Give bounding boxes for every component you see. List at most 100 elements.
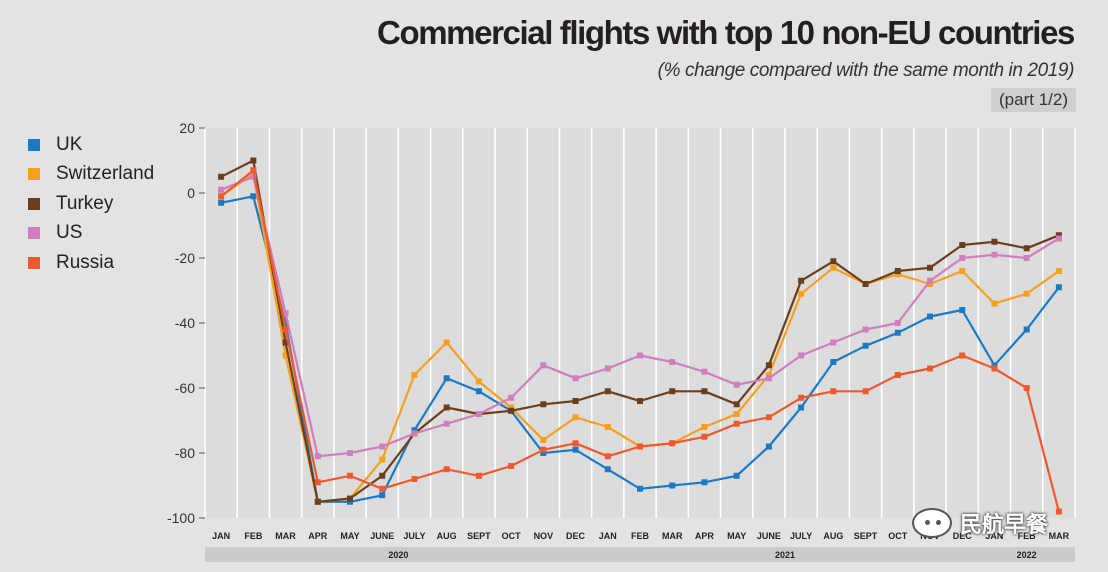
year-label: 2020 — [388, 550, 408, 560]
data-point-uk — [798, 404, 805, 411]
watermark-text: 民航早餐 — [960, 513, 1049, 538]
data-point-switzerland — [991, 300, 998, 307]
data-point-uk — [959, 307, 966, 313]
data-point-russia — [347, 472, 353, 479]
data-point-russia — [701, 433, 708, 440]
x-tick-label: MAR — [662, 531, 683, 541]
data-point-switzerland — [1055, 268, 1062, 274]
legend-swatch — [28, 138, 40, 151]
data-point-uk — [218, 199, 225, 206]
data-point-uk — [540, 450, 547, 456]
data-point-turkey — [347, 495, 353, 502]
data-point-us — [508, 394, 515, 401]
data-point-us — [765, 375, 772, 382]
data-point-russia — [314, 479, 321, 486]
x-tick-label: APR — [695, 531, 715, 541]
data-point-russia — [604, 453, 611, 460]
data-point-switzerland — [701, 424, 708, 430]
chart-title: Commercial flights with top 10 non-EU co… — [377, 14, 1075, 51]
data-point-russia — [540, 446, 547, 453]
legend-swatch — [28, 168, 40, 181]
data-point-switzerland — [959, 268, 966, 274]
data-point-us — [669, 359, 676, 365]
data-point-uk — [927, 313, 933, 320]
data-point-uk — [862, 342, 869, 349]
y-tick-label: -20 — [175, 250, 195, 266]
data-point-uk — [572, 446, 579, 453]
x-tick-label: NOV — [534, 531, 554, 541]
x-tick-label: MAR — [275, 531, 296, 541]
y-tick-label: -100 — [167, 510, 195, 526]
x-tick-label: OCT — [888, 531, 908, 541]
legend-label: Turkey — [56, 192, 114, 214]
data-point-us — [894, 320, 901, 326]
plot-area — [205, 128, 1075, 518]
data-point-switzerland — [927, 281, 933, 287]
data-point-turkey — [282, 339, 289, 346]
data-point-turkey — [830, 258, 837, 265]
data-point-us — [572, 375, 579, 382]
x-tick-label: JUNE — [757, 531, 781, 541]
x-tick-label: FEB — [1018, 531, 1037, 541]
data-point-us — [218, 186, 225, 193]
data-point-uk — [411, 427, 418, 434]
x-tick-label: OCT — [502, 531, 522, 541]
data-point-uk — [830, 359, 837, 365]
data-point-turkey — [765, 362, 772, 369]
x-tick-label: JULY — [790, 531, 812, 541]
data-point-us — [830, 339, 837, 346]
data-point-us — [282, 310, 289, 317]
data-point-us — [798, 352, 805, 359]
data-point-turkey — [508, 407, 515, 414]
data-point-us — [701, 368, 708, 375]
data-point-us — [250, 173, 257, 180]
data-point-switzerland — [572, 414, 579, 421]
data-point-russia — [475, 472, 482, 479]
x-tick-label: MAR — [1049, 531, 1070, 541]
data-point-uk — [282, 320, 289, 326]
data-point-us — [475, 411, 482, 417]
data-point-russia — [894, 372, 901, 378]
legend-label: Switzerland — [56, 163, 155, 185]
data-point-turkey — [314, 498, 321, 505]
data-point-russia — [379, 485, 386, 492]
x-tick-label: AUG — [437, 531, 457, 541]
data-point-switzerland — [379, 456, 386, 463]
data-point-russia — [798, 394, 805, 401]
year-label: 2022 — [1017, 550, 1037, 560]
data-point-russia — [669, 440, 676, 447]
data-point-russia — [862, 388, 869, 395]
data-point-uk — [765, 443, 772, 450]
data-point-us — [959, 255, 966, 261]
data-point-switzerland — [411, 372, 418, 378]
data-point-russia — [830, 388, 837, 395]
data-point-us — [604, 365, 611, 372]
data-point-turkey — [218, 173, 225, 180]
data-point-turkey — [637, 398, 643, 404]
data-point-us — [443, 420, 450, 427]
legend-label: US — [56, 222, 83, 244]
data-point-switzerland — [830, 264, 837, 271]
data-point-switzerland — [798, 290, 805, 297]
legend: UK Switzerland Turkey US Russia — [28, 130, 154, 278]
data-point-russia — [733, 420, 740, 427]
data-point-us — [379, 443, 386, 450]
data-point-russia — [927, 365, 933, 372]
data-point-uk — [733, 472, 740, 479]
data-point-uk — [443, 375, 450, 382]
watermark: 民航早餐 — [912, 507, 1048, 539]
legend-item-switzerland: Switzerland — [28, 160, 154, 190]
x-tick-label: SEPT — [467, 531, 491, 541]
data-point-us — [927, 277, 933, 284]
legend-label: Russia — [56, 251, 115, 273]
x-tick-label: DEC — [953, 531, 973, 541]
data-point-turkey — [443, 404, 450, 411]
data-point-us — [411, 430, 418, 437]
data-point-russia — [765, 414, 772, 421]
data-point-turkey — [701, 388, 708, 395]
data-point-uk — [347, 498, 353, 505]
data-point-us — [1023, 255, 1030, 261]
x-tick-label: FEB — [244, 531, 263, 541]
data-point-uk — [669, 482, 676, 489]
